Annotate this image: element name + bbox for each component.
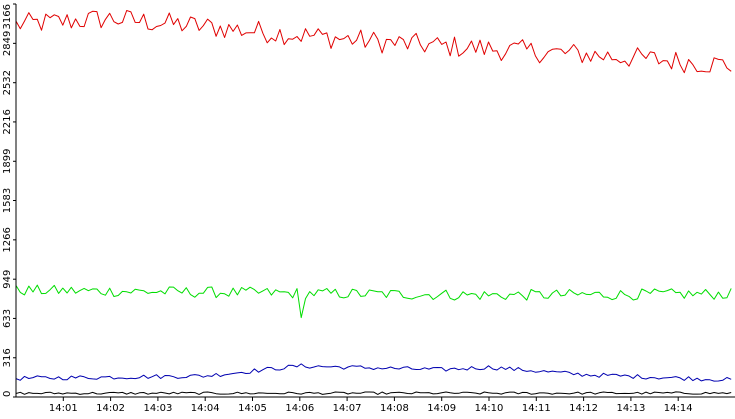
x-tick-label: 14:09 xyxy=(427,403,456,414)
x-tick-label: 14:06 xyxy=(285,403,314,414)
x-tick-label: 14:04 xyxy=(191,403,220,414)
y-tick-label: 2216 xyxy=(2,109,13,134)
series-line-2 xyxy=(15,284,732,319)
x-tick-label: 14:13 xyxy=(616,403,645,414)
x-tick-label: 14:01 xyxy=(49,403,78,414)
series-line-3 xyxy=(15,363,732,382)
series-layer xyxy=(15,10,732,395)
y-tick-label: 1266 xyxy=(2,227,13,252)
y-tick-label: 1899 xyxy=(2,149,13,174)
axes-layer: 0 316 633 949 1266 1583 1899 2216 2532 2849 3166 14… xyxy=(2,3,735,414)
series-line-1 xyxy=(15,10,732,74)
x-tick-label: 14:10 xyxy=(475,403,504,414)
x-tick-label: 14:05 xyxy=(238,403,267,414)
series-line-4 xyxy=(15,391,732,395)
x-tick-label: 14:12 xyxy=(569,403,598,414)
x-tick-label: 14:08 xyxy=(380,403,409,414)
y-tick-label: 1583 xyxy=(2,188,13,213)
x-tick-label: 14:03 xyxy=(143,403,172,414)
x-tick-label: 14:11 xyxy=(522,403,551,414)
y-tick-label: 949 xyxy=(2,270,13,289)
y-tick-label: 3166 xyxy=(2,4,13,29)
x-tick-label: 14:14 xyxy=(664,403,693,414)
y-tick-label: 2849 xyxy=(2,31,13,56)
x-tick-label: 14:02 xyxy=(96,403,125,414)
y-tick-label: 316 xyxy=(2,348,13,367)
x-tick-label: 14:07 xyxy=(333,403,362,414)
y-tick-label: 2532 xyxy=(2,70,13,95)
y-tick-label: 0 xyxy=(2,391,13,397)
y-tick-label: 633 xyxy=(2,309,13,328)
